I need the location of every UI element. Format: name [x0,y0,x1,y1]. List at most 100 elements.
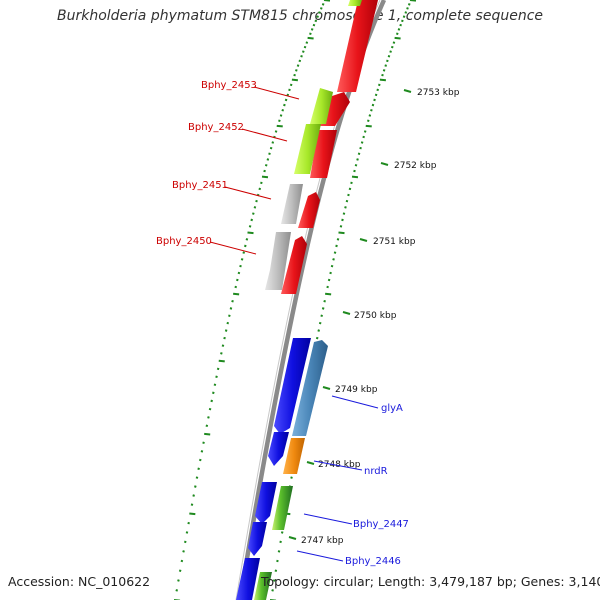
track-dot [368,114,372,117]
track-dot [272,579,276,582]
gene-label: nrdR [364,466,388,477]
track-dot [370,108,373,112]
track-dot [399,23,402,27]
track-dot [194,485,197,488]
track-dot [389,50,392,53]
track-dot [397,28,401,31]
track-dot [283,103,286,107]
track-dot [175,589,179,592]
track-dot [280,531,284,534]
gene-gray [265,232,291,290]
track-dot [341,218,344,222]
gene-steel [292,340,328,436]
gene-red [298,192,320,228]
track-dot [204,432,211,436]
track-dot [271,141,275,144]
gene-label: Bphy_2447 [353,519,409,530]
track-dot [198,458,202,462]
gene-labels: Bphy_2453 Bphy_2452 Bphy_2451 Bphy_2450 … [156,80,409,567]
track-dot [279,114,283,117]
track-dot [329,271,332,275]
map-title: Burkholderia phymatum STM815 chromosome … [56,8,543,24]
track-dot [348,187,352,191]
gene-lime [294,124,321,174]
track-dot [374,93,378,97]
track-dot [316,15,319,18]
track-dot [323,0,331,2]
accession-text: Accession: NC_010622 [8,574,151,589]
track-dot [321,3,325,6]
gene-blue [268,432,289,466]
gene-lime [348,0,362,6]
track-dot [319,7,323,10]
track-dot [253,206,257,209]
track-dot [371,103,375,107]
track-dot [269,146,273,150]
track-dot [305,41,309,44]
track-dot [195,476,199,479]
track-dot [245,238,249,241]
track-dot [208,407,212,411]
tick-label: 2753 kbp [417,88,460,98]
track-dot [182,550,185,553]
track-dot [330,264,334,268]
gene-red [337,0,378,92]
track-dot [279,540,282,544]
track-dot [327,278,331,282]
tick-label: 2749 kbp [335,385,378,395]
track-dot [310,28,314,31]
gene-label: Bphy_2450 [156,236,212,247]
track-dot [291,78,298,82]
gene-label: Bphy_2446 [345,556,401,567]
track-dot [395,32,399,36]
track-dot [271,589,274,592]
track-dot [379,78,386,82]
track-dot [286,93,290,97]
track-dot [382,69,386,72]
track-dot [210,399,213,403]
track-dot [339,225,343,228]
track-dot [180,559,184,563]
tick-label: 2748 kbp [318,460,361,470]
track-dot [381,73,384,77]
track-dot [401,19,404,23]
track-dot [320,314,323,318]
track-dot [357,152,361,156]
track-dot [402,15,406,18]
track-dot [392,41,396,44]
track-dot [344,206,347,209]
tick-label: 2752 kbp [394,161,437,171]
track-dot [255,199,258,203]
track-dot [354,163,358,167]
track-dot [212,391,215,395]
track-dot [293,73,296,77]
track-dot [296,64,300,67]
gene-blue [255,482,277,524]
track-dot [244,244,247,248]
track-dot [284,98,288,102]
track-dot [373,98,376,102]
gene-green [254,572,272,600]
track-dot [281,108,285,112]
track-dot [390,45,394,49]
track-dot [338,231,345,235]
track-dot [321,307,325,310]
track-dot [261,175,269,179]
track-dot [207,416,210,419]
track-dot [233,292,240,296]
track-dot [362,135,365,139]
gene-blue [248,522,267,556]
track-dot [250,218,253,222]
track-dot [409,0,417,2]
gene-label: Bphy_2452 [188,122,244,133]
track-dot [192,494,195,497]
track-dot [376,88,379,92]
track-dot [353,169,356,173]
track-dot [363,130,367,133]
gene-orange [283,438,305,474]
summary-text: Topology: circular; Length: 3,479,187 bp… [261,574,600,589]
track-dot [213,383,217,387]
track-dot [351,175,359,179]
tick-label: 2750 kbp [354,311,397,321]
track-dot [242,251,245,254]
